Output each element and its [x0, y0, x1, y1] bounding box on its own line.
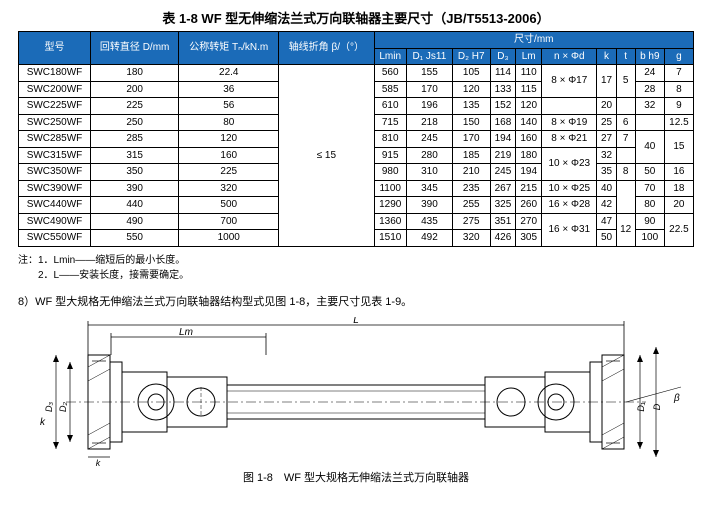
th-Lmin: Lmin — [374, 48, 406, 65]
figure-1-8: L Lm — [18, 317, 694, 485]
svg-text:k: k — [96, 458, 101, 467]
th-g: g — [664, 48, 693, 65]
section-8-text: 8）WF 型大规格无伸缩法兰式万向联轴器结构型式见图 1-8，主要尺寸见表 1-… — [18, 293, 694, 309]
note-1: 注：1．Lmin——缩短后的最小长度。 — [18, 253, 694, 268]
th-model: 型号 — [19, 32, 91, 65]
th-dims: 尺寸/mm — [374, 32, 693, 49]
th-Lm: Lm — [516, 48, 542, 65]
svg-text:β: β — [673, 393, 680, 404]
dim-Lm: Lm — [179, 327, 193, 338]
th-D1: D₁ Js11 — [406, 48, 452, 65]
note-2: 2．L——安装长度，接需要确定。 — [18, 268, 694, 283]
th-T: 公称转矩 Tₙ/kN.m — [179, 32, 279, 65]
th-D3: D₃ — [490, 48, 516, 65]
th-k: k — [597, 48, 616, 65]
table-row: SWC180WF18022.4≤ 155601551051141108 × Φ1… — [19, 65, 694, 82]
svg-text:D₂: D₂ — [58, 401, 68, 411]
table-title: 表 1-8 WF 型无伸缩法兰式万向联轴器主要尺寸（JB/T5513-2006） — [18, 8, 694, 27]
dimensions-table: 型号 回转直径 D/mm 公称转矩 Tₙ/kN.m 轴线折角 β/（°） 尺寸/… — [18, 31, 694, 247]
dim-L: L — [353, 317, 359, 326]
th-t: t — [616, 48, 635, 65]
svg-text:D: D — [652, 403, 662, 410]
svg-text:D₁: D₁ — [636, 402, 646, 411]
figure-caption: 图 1-8 WF 型大规格无伸缩法兰式万向联轴器 — [18, 469, 694, 485]
th-D2: D₂ H7 — [452, 48, 490, 65]
th-D: 回转直径 D/mm — [90, 32, 178, 65]
th-beta: 轴线折角 β/（°） — [279, 32, 374, 65]
th-nphi: n × Φd — [542, 48, 597, 65]
svg-text:k: k — [40, 417, 46, 428]
svg-text:D₃: D₃ — [44, 401, 54, 411]
th-bh9: b h9 — [635, 48, 664, 65]
